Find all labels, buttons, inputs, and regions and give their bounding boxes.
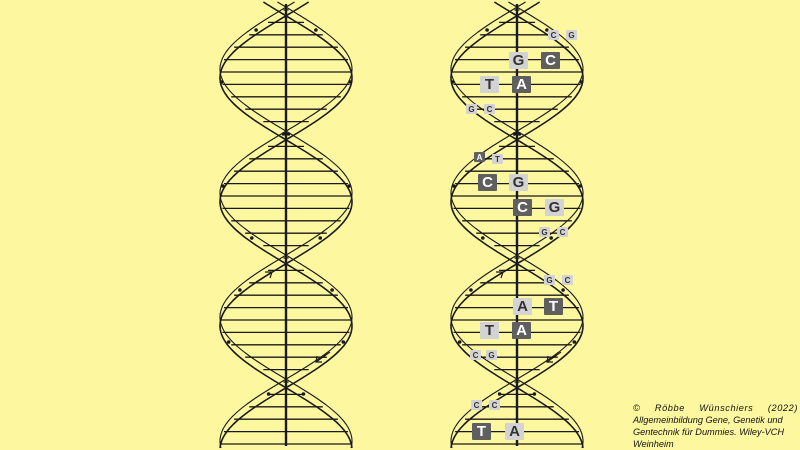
direction-arrow-down	[315, 351, 331, 363]
backbone-strand	[450, 1, 584, 449]
phosphate-dot	[457, 340, 462, 344]
base-label-g: G	[544, 275, 555, 285]
phosphate-dot	[341, 340, 346, 344]
phosphate-dot	[512, 132, 517, 136]
phosphate-dot	[330, 288, 334, 292]
base-label-a: A	[512, 76, 531, 93]
base-label-c: C	[471, 400, 482, 410]
phosphate-dot	[266, 392, 271, 396]
backbone-strand	[450, 1, 584, 449]
base-label-g: G	[566, 30, 577, 40]
phosphate-dot	[452, 184, 456, 188]
phosphate-dot	[561, 288, 565, 292]
phosphate-dot	[314, 28, 318, 32]
phosphate-dot	[318, 236, 323, 240]
base-label-c: C	[541, 52, 560, 69]
credit-copyright: © Röbbe Wünschiers (2022)	[633, 403, 798, 413]
backbone-strand	[219, 1, 353, 449]
credit-line-3: Gentechnik für Dummies. Wiley-VCH	[633, 427, 785, 437]
phosphate-dot	[579, 80, 584, 84]
phosphate-dot	[254, 28, 258, 32]
phosphate-dot	[221, 184, 225, 188]
base-label-c: C	[484, 104, 495, 114]
base-label-t: T	[480, 76, 499, 93]
base-label-c: C	[562, 275, 573, 285]
base-label-a: A	[513, 298, 532, 315]
base-label-t: T	[480, 322, 499, 339]
phosphate-dot	[301, 392, 306, 396]
phosphate-dot	[219, 80, 224, 84]
phosphate-dot	[238, 288, 242, 292]
base-label-t: T	[492, 154, 503, 164]
image-credit: © Röbbe Wünschiers (2022) Allgemeinbildu…	[633, 402, 798, 450]
base-label-g: G	[545, 199, 564, 216]
direction-arrow-up	[486, 271, 504, 283]
base-label-c: C	[478, 174, 497, 191]
phosphate-dot	[517, 132, 522, 136]
phosphate-dot	[469, 288, 473, 292]
base-label-c: C	[489, 400, 500, 410]
backbone-strand	[450, 1, 584, 449]
phosphate-dot	[450, 80, 455, 84]
base-label-c: C	[470, 350, 481, 360]
phosphate-dot	[578, 184, 582, 188]
phosphate-dot	[347, 184, 352, 188]
base-label-g: G	[509, 52, 528, 69]
base-label-g: G	[509, 174, 528, 191]
phosphate-dot	[572, 340, 577, 344]
phosphate-dot	[485, 28, 489, 32]
phosphate-dot	[532, 392, 537, 396]
credit-line-4: Weinheim	[633, 439, 674, 449]
direction-arrow-up	[255, 271, 273, 283]
phosphate-dot	[348, 80, 353, 84]
base-label-a: A	[512, 322, 531, 339]
direction-arrow-down	[546, 351, 562, 363]
base-label-a: A	[474, 152, 485, 162]
backbone-strand	[450, 1, 584, 449]
base-label-t: T	[544, 298, 563, 315]
phosphate-dot	[281, 132, 286, 136]
base-label-t: T	[472, 423, 491, 440]
base-label-a: A	[505, 423, 524, 440]
phosphate-dot	[497, 392, 502, 396]
base-label-c: C	[513, 199, 532, 216]
phosphate-dot	[226, 340, 231, 344]
phosphate-dot	[481, 236, 485, 240]
base-label-g: G	[466, 104, 477, 114]
phosphate-dot	[286, 132, 291, 136]
backbone-strand	[219, 1, 353, 449]
base-label-c: C	[557, 227, 568, 237]
base-label-g: G	[539, 227, 550, 237]
phosphate-dot	[549, 236, 553, 240]
backbone-strand	[219, 1, 353, 449]
base-label-c: C	[548, 30, 559, 40]
backbone-strand	[219, 1, 353, 449]
phosphate-dot	[250, 236, 254, 240]
base-label-g: G	[486, 350, 497, 360]
credit-line-2: Allgemeinbildung Gene, Genetik und	[633, 415, 783, 425]
phosphate-dot	[545, 28, 549, 32]
